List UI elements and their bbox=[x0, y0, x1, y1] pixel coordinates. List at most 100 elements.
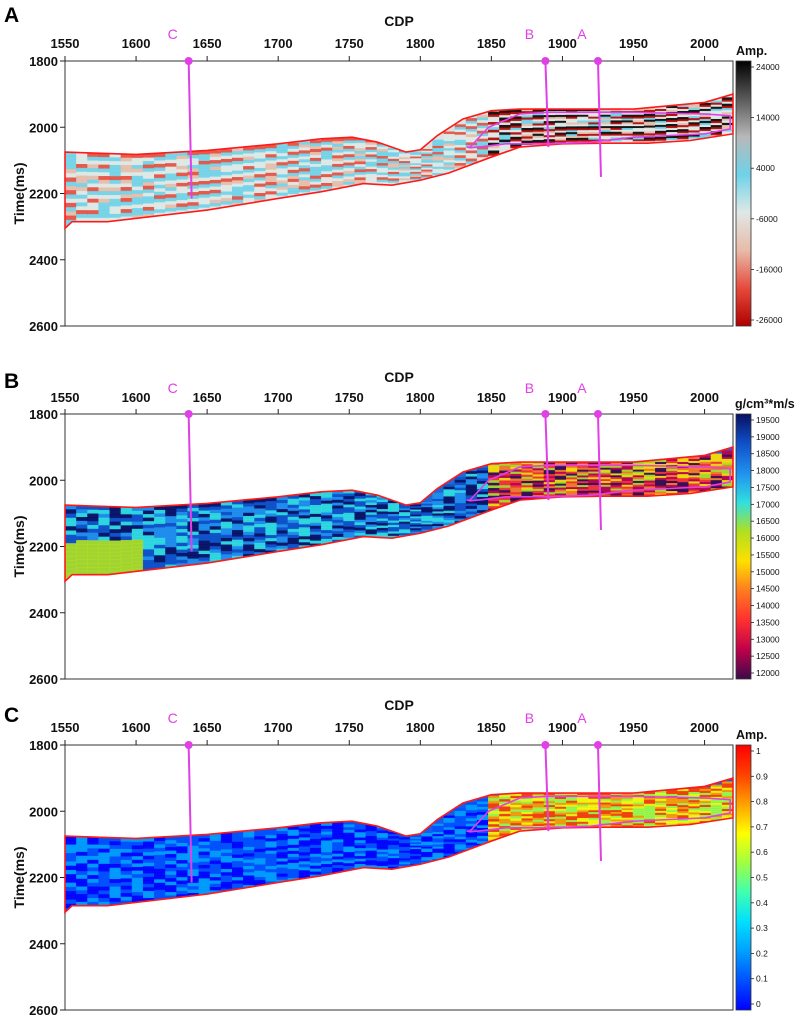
x-tick-label: 1950 bbox=[619, 390, 648, 405]
y-tick-label: 2600 bbox=[29, 319, 58, 334]
panel-b: B CDP Time(ms) 1550 1600 1650 1700 1750 1800 1850… bbox=[4, 369, 795, 687]
colorbar-tick-label: -6000 bbox=[756, 214, 778, 224]
colorbar-tick-label: 0.2 bbox=[756, 948, 768, 958]
colorbar-tick-label: 0.5 bbox=[756, 873, 768, 883]
colorbar-tick-label: 14000 bbox=[756, 113, 780, 123]
horizon-outline bbox=[64, 446, 734, 584]
colorbar-tick-label: 12000 bbox=[756, 668, 780, 678]
horizon-outline bbox=[64, 777, 734, 915]
y-axis-title: Time(ms) bbox=[11, 516, 27, 578]
y-tick-label: 2400 bbox=[29, 253, 58, 268]
well-c-label: C bbox=[168, 710, 178, 726]
x-tick-label: 1700 bbox=[264, 390, 293, 405]
colorbar-tick-label: 0.7 bbox=[756, 822, 768, 832]
x-tick-label: 1600 bbox=[122, 390, 151, 405]
colorbar-tick-label: 0 bbox=[756, 999, 761, 1009]
y-tick-label: 2000 bbox=[29, 804, 58, 819]
well-b-trajectory bbox=[544, 744, 550, 832]
panel-a: A CDP Time(ms) 1550 1600 1650 1700 1750 1800 1850… bbox=[4, 4, 783, 334]
y-tick-label: 1800 bbox=[29, 407, 58, 422]
x-tick-label: 1850 bbox=[477, 720, 506, 735]
well-c-trajectory bbox=[187, 413, 193, 552]
well-a-label: A bbox=[577, 380, 587, 396]
panel-label: A bbox=[4, 4, 19, 27]
x-tick-label: 1650 bbox=[193, 390, 222, 405]
x-tick-label: 2000 bbox=[690, 36, 719, 51]
x-tick-label: 1550 bbox=[51, 720, 80, 735]
colorbar-tick-label: 0.3 bbox=[756, 923, 768, 933]
colorbar-tick-label: 18500 bbox=[756, 449, 780, 459]
colorbar-tick-label: 1 bbox=[756, 746, 761, 756]
well-b-label: B bbox=[525, 380, 534, 396]
colorbar-tick-label: 16500 bbox=[756, 516, 780, 526]
panel-label: B bbox=[4, 370, 19, 393]
colorbar-tick-label: -26000 bbox=[756, 315, 783, 325]
colorbar bbox=[735, 744, 752, 1011]
panel-label: C bbox=[4, 704, 19, 727]
colorbar-tick-label: 0.6 bbox=[756, 847, 768, 857]
colorbar-tick-label: 0.4 bbox=[756, 898, 768, 908]
target-zone-outline bbox=[466, 111, 731, 149]
x-tick-label: 1950 bbox=[619, 720, 648, 735]
y-tick-label: 2200 bbox=[29, 871, 58, 886]
well-b-head bbox=[541, 741, 550, 749]
x-tick-label: 1600 bbox=[122, 720, 151, 735]
colorbar-title: Amp. bbox=[736, 44, 767, 58]
y-axis-title: Time(ms) bbox=[11, 163, 27, 225]
well-a-label: A bbox=[577, 710, 587, 726]
y-tick-label: 2400 bbox=[29, 606, 58, 621]
well-c-head bbox=[184, 57, 193, 65]
colorbar-tick-label: 14500 bbox=[756, 584, 780, 594]
x-tick-label: 1950 bbox=[619, 36, 648, 51]
x-axis-title: CDP bbox=[384, 369, 414, 385]
colorbar-tick-label: 19500 bbox=[756, 415, 780, 425]
x-tick-label: 1850 bbox=[477, 390, 506, 405]
y-tick-label: 2000 bbox=[29, 120, 58, 135]
colorbar-tick-label: -16000 bbox=[756, 264, 783, 274]
x-tick-label: 1800 bbox=[406, 720, 435, 735]
y-tick-label: 2600 bbox=[29, 672, 58, 687]
well-a-trajectory bbox=[596, 413, 602, 530]
y-tick-label: 1800 bbox=[29, 54, 58, 69]
x-tick-label: 1800 bbox=[406, 36, 435, 51]
y-axis-title: Time(ms) bbox=[11, 847, 27, 909]
colorbar bbox=[735, 60, 752, 327]
well-b-head bbox=[541, 57, 550, 65]
x-tick-label: 1700 bbox=[264, 36, 293, 51]
x-axis-title: CDP bbox=[384, 697, 414, 713]
well-c-label: C bbox=[168, 26, 178, 42]
colorbar-tick-label: 15500 bbox=[756, 550, 780, 560]
colorbar-tick-label: 12500 bbox=[756, 651, 780, 661]
x-tick-label: 1900 bbox=[548, 390, 577, 405]
well-b-label: B bbox=[525, 26, 534, 42]
target-zone-outline bbox=[466, 795, 731, 833]
colorbar-tick-label: 18000 bbox=[756, 466, 780, 476]
well-b-trajectory bbox=[544, 413, 550, 501]
x-tick-label: 1700 bbox=[264, 720, 293, 735]
colorbar-tick-label: 17000 bbox=[756, 499, 780, 509]
target-zone-outline bbox=[466, 464, 731, 502]
colorbar bbox=[735, 413, 752, 680]
well-a-head bbox=[593, 410, 602, 418]
well-a-label: A bbox=[577, 26, 587, 42]
colorbar-tick-label: 19000 bbox=[756, 432, 780, 442]
x-tick-label: 1900 bbox=[548, 720, 577, 735]
well-c-trajectory bbox=[187, 60, 193, 199]
well-b-trajectory bbox=[544, 60, 550, 148]
well-c-trajectory bbox=[187, 744, 193, 883]
well-a-head bbox=[593, 57, 602, 65]
x-tick-label: 2000 bbox=[690, 390, 719, 405]
y-tick-label: 2200 bbox=[29, 187, 58, 202]
y-tick-label: 1800 bbox=[29, 738, 58, 753]
x-tick-label: 1750 bbox=[335, 720, 364, 735]
y-tick-label: 2400 bbox=[29, 937, 58, 952]
well-a-trajectory bbox=[596, 60, 602, 177]
x-tick-label: 1750 bbox=[335, 36, 364, 51]
x-tick-label: 1850 bbox=[477, 36, 506, 51]
x-tick-label: 1600 bbox=[122, 36, 151, 51]
well-b-label: B bbox=[525, 710, 534, 726]
colorbar-title: g/cm³*m/s bbox=[735, 397, 795, 411]
colorbar-tick-label: 13000 bbox=[756, 634, 780, 644]
well-c-head bbox=[184, 741, 193, 749]
